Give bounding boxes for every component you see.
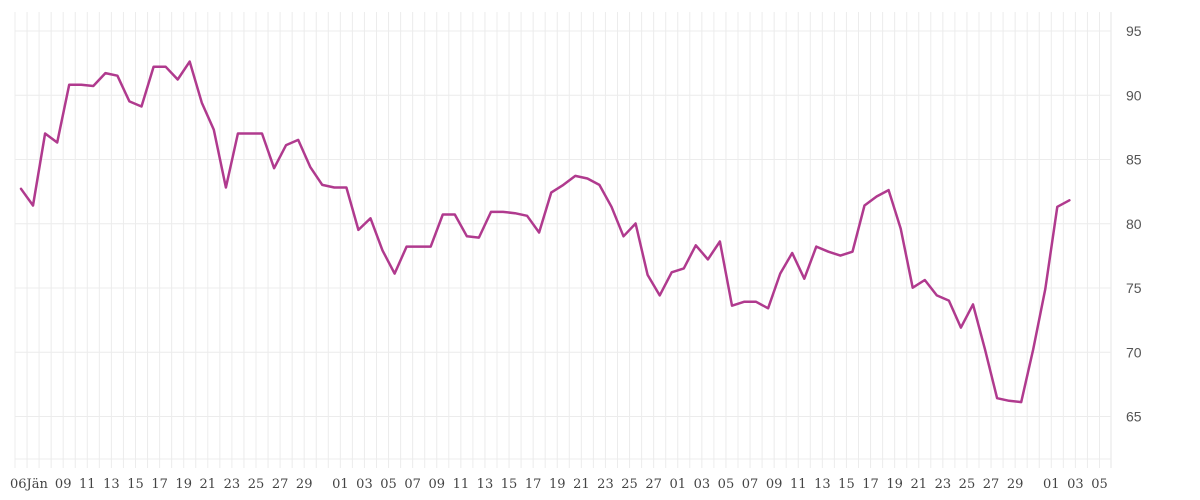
x-tick-label: 17 [525,477,542,492]
x-tick-label: 11 [453,477,470,492]
y-tick-label: 95 [1126,23,1142,39]
x-tick-label: 09 [428,477,445,492]
x-tick-label: 27 [272,477,289,492]
x-tick-label: 29 [296,477,313,492]
x-tick-label: 09 [766,477,783,492]
x-tick-label: 15 [838,477,855,492]
x-tick-label: 21 [573,477,590,492]
x-tick-label: 13 [103,477,120,492]
x-tick-label: 01 [669,477,686,492]
x-tick-label: 29 [1007,477,1024,492]
x-tick-label: 13 [477,477,494,492]
x-tick-label: 06Jän [10,477,49,492]
x-tick-label: 25 [959,477,976,492]
x-tick-label: 01 [1043,477,1060,492]
y-tick-label: 65 [1126,409,1142,425]
x-tick-label: 15 [127,477,144,492]
y-tick-label: 85 [1126,152,1142,168]
x-tick-label: 21 [910,477,927,492]
y-tick-label: 90 [1126,87,1142,103]
x-tick-label: 03 [356,477,373,492]
x-tick-label: 23 [224,477,241,492]
x-tick-label: 23 [597,477,614,492]
x-tick-label: 09 [55,477,72,492]
y-tick-label: 70 [1126,344,1142,360]
y-tick-label: 75 [1126,280,1142,296]
x-tick-label: 05 [1091,477,1108,492]
x-tick-label: 07 [742,477,759,492]
x-tick-label: 15 [501,477,518,492]
x-tick-label: 03 [694,477,711,492]
grid-lines [14,12,1112,468]
x-tick-label: 23 [935,477,952,492]
x-tick-label: 27 [645,477,662,492]
x-tick-label: 27 [983,477,1000,492]
x-tick-label: 13 [814,477,831,492]
x-tick-label: 19 [549,477,566,492]
x-tick-label: 11 [790,477,807,492]
x-tick-label: 05 [718,477,735,492]
x-tick-label: 05 [380,477,397,492]
x-tick-label: 25 [248,477,265,492]
y-axis: 65 70 75 80 85 90 95 [1126,23,1142,425]
x-tick-label: 01 [332,477,349,492]
x-tick-label: 21 [200,477,217,492]
x-tick-label: 17 [862,477,879,492]
x-tick-label: 03 [1067,477,1084,492]
data-line [19,60,1071,404]
x-tick-label: 11 [79,477,96,492]
x-tick-label: 19 [886,477,903,492]
y-tick-label: 80 [1126,216,1142,232]
x-tick-label: 07 [404,477,421,492]
x-axis: 06Jän 09 11 13 15 17 19 21 23 25 27 29 01 03 05 07 09 11 1… [10,477,1108,492]
x-tick-label: 19 [175,477,192,492]
x-tick-label: 17 [151,477,168,492]
x-tick-label: 25 [621,477,638,492]
